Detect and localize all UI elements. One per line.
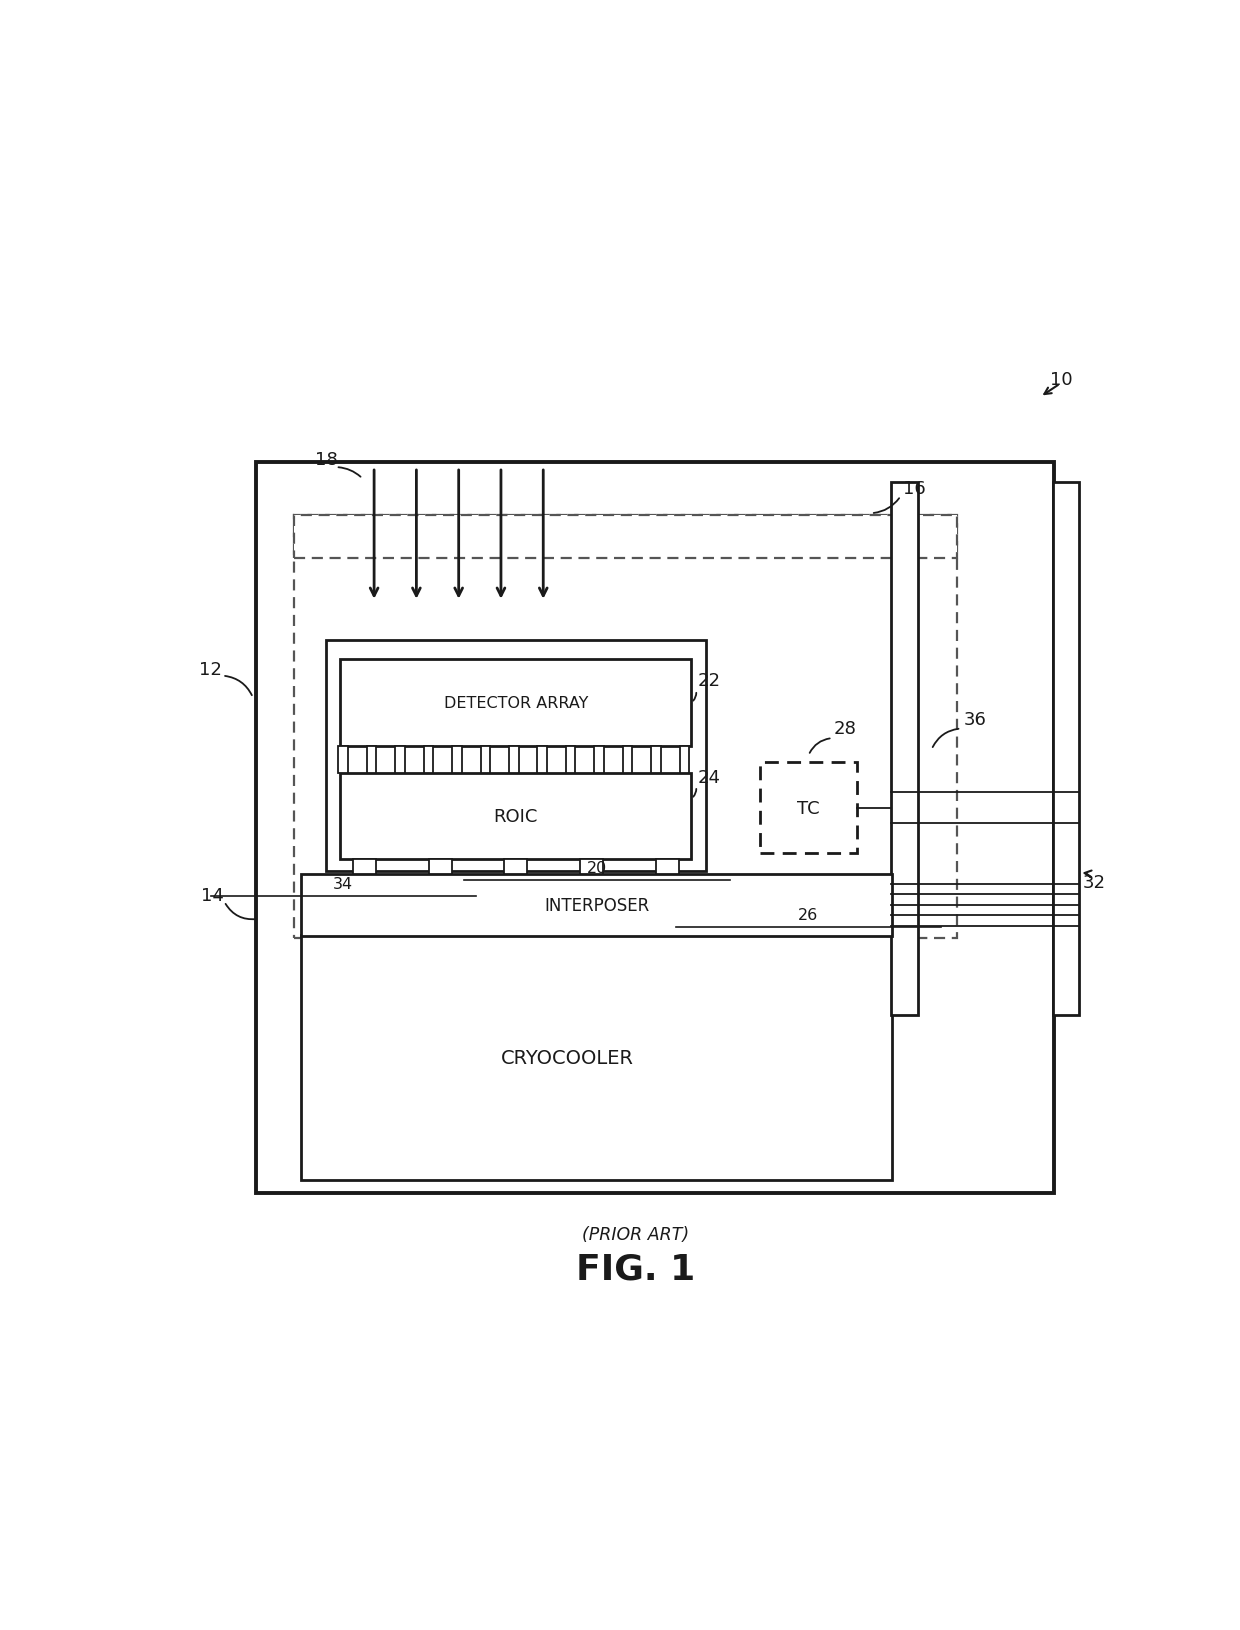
Bar: [353, 859, 376, 874]
Bar: [594, 747, 604, 773]
Text: 12: 12: [200, 660, 222, 678]
Bar: [339, 747, 348, 773]
Bar: [326, 641, 706, 870]
Bar: [481, 747, 490, 773]
Bar: [301, 874, 892, 937]
Bar: [892, 482, 918, 1015]
Text: 10: 10: [1050, 370, 1073, 388]
Text: 32: 32: [1083, 874, 1105, 892]
Text: 18: 18: [315, 452, 337, 469]
Bar: [341, 773, 691, 859]
Bar: [424, 747, 433, 773]
Bar: [294, 515, 957, 939]
Text: INTERPOSER: INTERPOSER: [544, 897, 650, 914]
Bar: [580, 859, 603, 874]
Text: 24: 24: [698, 768, 720, 786]
Text: FIG. 1: FIG. 1: [575, 1252, 696, 1286]
Bar: [1053, 482, 1080, 1015]
Text: 28: 28: [833, 720, 857, 738]
Bar: [651, 747, 661, 773]
Bar: [622, 747, 632, 773]
Bar: [656, 859, 678, 874]
Text: 34: 34: [334, 877, 353, 892]
Text: 16: 16: [903, 479, 925, 497]
Bar: [510, 747, 518, 773]
Text: ROIC: ROIC: [494, 807, 538, 825]
Text: 22: 22: [698, 672, 720, 689]
Bar: [341, 660, 691, 747]
Text: 26: 26: [799, 908, 818, 923]
Text: (PRIOR ART): (PRIOR ART): [582, 1226, 689, 1244]
Bar: [537, 747, 547, 773]
Bar: [367, 747, 377, 773]
Bar: [396, 747, 405, 773]
Bar: [301, 936, 892, 1180]
Text: 20: 20: [587, 861, 608, 875]
Bar: [505, 859, 527, 874]
Bar: [760, 763, 857, 854]
Bar: [453, 747, 461, 773]
Text: 36: 36: [963, 711, 986, 729]
Bar: [565, 747, 575, 773]
Text: 14: 14: [201, 887, 224, 905]
Text: CRYOCOOLER: CRYOCOOLER: [501, 1048, 634, 1068]
Bar: [429, 859, 451, 874]
Bar: [294, 515, 957, 559]
Bar: [255, 463, 1054, 1193]
Text: TC: TC: [797, 799, 820, 817]
Text: DETECTOR ARRAY: DETECTOR ARRAY: [444, 696, 588, 711]
Bar: [680, 747, 689, 773]
